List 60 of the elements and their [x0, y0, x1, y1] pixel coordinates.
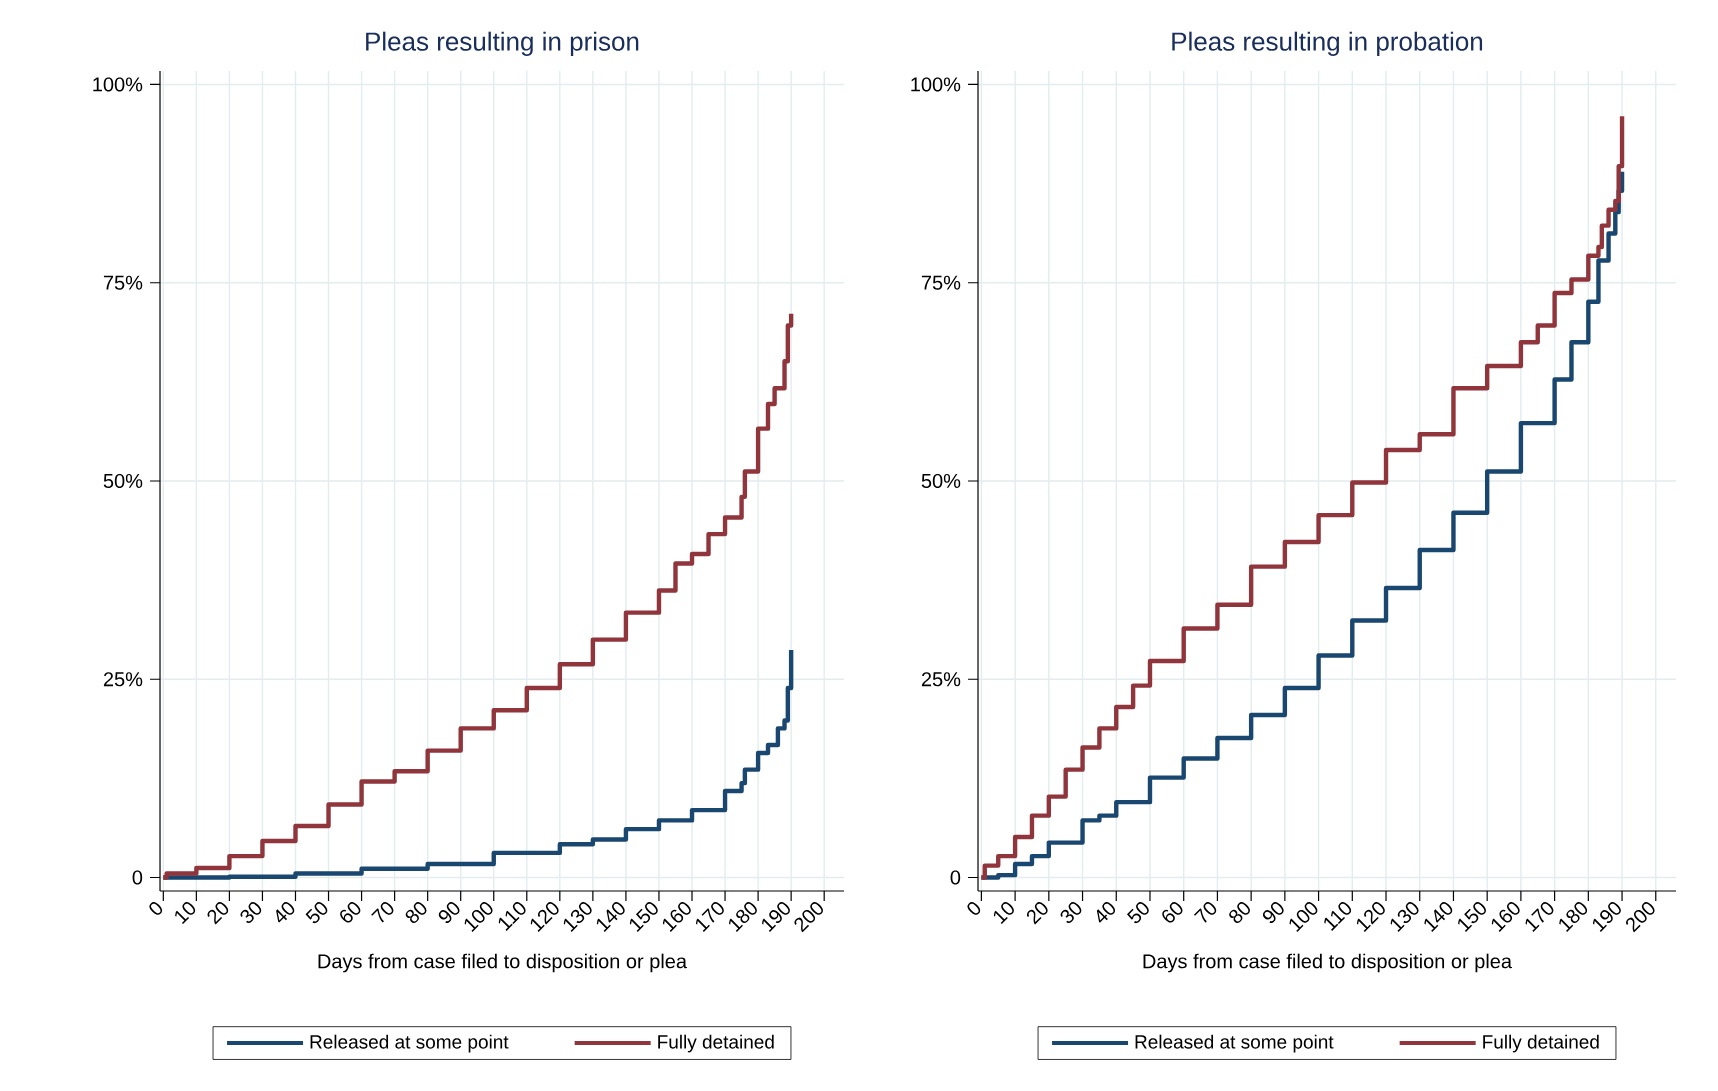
y-tick-label: 75%: [921, 275, 961, 290]
y-tick-label: 0: [132, 870, 143, 885]
x-tick-label: 30: [1060, 902, 1082, 924]
x-tick-label: 190: [762, 902, 790, 932]
y-tick-label: 50%: [103, 473, 143, 489]
x-tick-label: 40: [276, 902, 295, 923]
x-tick-label: 180: [728, 902, 757, 932]
x-tick-label: 150: [629, 902, 658, 932]
chart-title: Pleas resulting in probation: [1172, 31, 1483, 56]
x-tick-label: 130: [1390, 902, 1419, 932]
x-tick-label: 20: [207, 902, 229, 925]
x-tick-label: 160: [662, 902, 691, 932]
y-tick-label: 100%: [911, 77, 961, 92]
x-tick-label: 50: [305, 902, 328, 924]
legend-label: Fully detained: [658, 1034, 774, 1053]
x-tick-label: 0: [149, 902, 163, 915]
legend-label: Released at some point: [310, 1034, 509, 1053]
x-tick-label: 60: [340, 902, 361, 923]
x-tick-label: 20: [1026, 902, 1048, 925]
x-tick-label: 30: [240, 902, 262, 924]
x-tick-label: 90: [1262, 902, 1284, 924]
x-tick-label: 80: [405, 902, 427, 924]
x-tick-label: 10: [175, 902, 196, 925]
x-tick-label: 40: [1096, 902, 1116, 923]
x-tick-label: 90: [438, 902, 460, 924]
x-tick-label: 80: [1229, 902, 1250, 924]
x-tick-label: 50: [1126, 902, 1149, 924]
x-tick-label: 120: [1356, 902, 1385, 932]
legend-label: Released at some point: [1135, 1034, 1334, 1053]
x-tick-label: 120: [530, 902, 559, 932]
x-tick-label: 190: [1592, 902, 1621, 932]
x-tick-label: 140: [1424, 902, 1453, 932]
x-tick-label: 150: [1458, 902, 1486, 932]
y-tick-label: 25%: [103, 672, 143, 687]
x-tick-label: 10: [993, 902, 1014, 925]
x-tick-label: 200: [1626, 902, 1655, 933]
x-tick-label: 140: [596, 902, 625, 932]
legend-label: Fully detained: [1483, 1034, 1599, 1053]
x-tick-label: 60: [1162, 902, 1183, 923]
x-tick-label: 110: [498, 902, 526, 931]
x-tick-label: 100: [464, 902, 493, 932]
x-axis-title: Days from case filed to disposition or plea: [318, 953, 688, 973]
x-tick-label: 160: [1491, 902, 1520, 932]
x-tick-label: 130: [563, 902, 592, 932]
x-tick-label: 170: [1525, 902, 1554, 932]
x-tick-label: 70: [1193, 902, 1217, 923]
y-tick-label: 50%: [921, 473, 961, 489]
y-tick-label: 75%: [103, 275, 143, 290]
x-tick-label: 70: [371, 902, 394, 923]
x-tick-label: 180: [1559, 902, 1588, 932]
x-tick-label: 200: [794, 902, 823, 933]
x-tick-label: 170: [695, 902, 724, 932]
chart-title: Pleas resulting in prison: [366, 31, 639, 56]
y-tick-label: 25%: [921, 672, 961, 687]
x-tick-label: 100: [1289, 902, 1318, 932]
x-axis-title: Days from case filed to disposition or plea: [1143, 953, 1513, 973]
y-tick-label: 100%: [93, 77, 143, 92]
x-tick-label: 0: [967, 902, 981, 915]
y-tick-label: 0: [950, 870, 961, 885]
x-tick-label: 110: [1324, 902, 1352, 931]
